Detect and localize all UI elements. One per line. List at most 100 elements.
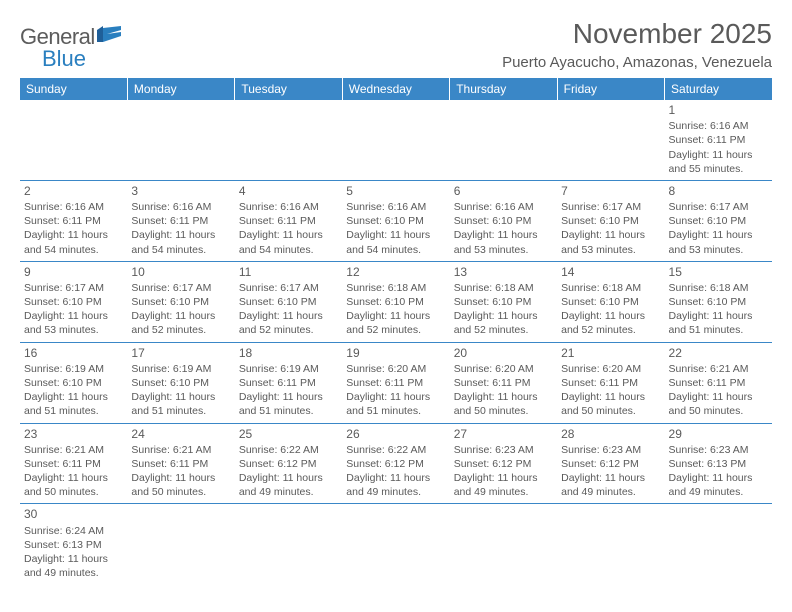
day-number: 28 [561, 426, 660, 442]
day-number: 5 [346, 183, 445, 199]
daylight-text: Daylight: 11 hours and 49 minutes. [454, 471, 553, 499]
daylight-text: Daylight: 11 hours and 50 minutes. [454, 390, 553, 418]
calendar-cell-empty [342, 100, 449, 180]
logo-word-blue: Blue [42, 46, 123, 72]
calendar-cell: 11Sunrise: 6:17 AMSunset: 6:10 PMDayligh… [235, 261, 342, 342]
sunset-text: Sunset: 6:10 PM [131, 376, 230, 390]
calendar-cell: 27Sunrise: 6:23 AMSunset: 6:12 PMDayligh… [450, 423, 557, 504]
calendar-cell: 4Sunrise: 6:16 AMSunset: 6:11 PMDaylight… [235, 180, 342, 261]
daylight-text: Daylight: 11 hours and 53 minutes. [561, 228, 660, 256]
sunset-text: Sunset: 6:10 PM [561, 214, 660, 228]
sunset-text: Sunset: 6:12 PM [561, 457, 660, 471]
sunset-text: Sunset: 6:10 PM [131, 295, 230, 309]
day-number: 18 [239, 345, 338, 361]
sunrise-text: Sunrise: 6:21 AM [24, 443, 123, 457]
daylight-text: Daylight: 11 hours and 51 minutes. [239, 390, 338, 418]
calendar-cell: 24Sunrise: 6:21 AMSunset: 6:11 PMDayligh… [127, 423, 234, 504]
sunset-text: Sunset: 6:10 PM [561, 295, 660, 309]
sunrise-text: Sunrise: 6:16 AM [346, 200, 445, 214]
calendar-cell: 7Sunrise: 6:17 AMSunset: 6:10 PMDaylight… [557, 180, 664, 261]
sunset-text: Sunset: 6:10 PM [239, 295, 338, 309]
sunrise-text: Sunrise: 6:21 AM [131, 443, 230, 457]
day-number: 14 [561, 264, 660, 280]
sunrise-text: Sunrise: 6:21 AM [669, 362, 768, 376]
day-number: 21 [561, 345, 660, 361]
daylight-text: Daylight: 11 hours and 52 minutes. [346, 309, 445, 337]
daylight-text: Daylight: 11 hours and 49 minutes. [669, 471, 768, 499]
daylight-text: Daylight: 11 hours and 49 minutes. [239, 471, 338, 499]
calendar-cell: 15Sunrise: 6:18 AMSunset: 6:10 PMDayligh… [665, 261, 772, 342]
daylight-text: Daylight: 11 hours and 49 minutes. [561, 471, 660, 499]
day-number: 20 [454, 345, 553, 361]
day-number: 30 [24, 506, 123, 522]
sunrise-text: Sunrise: 6:16 AM [24, 200, 123, 214]
sunset-text: Sunset: 6:11 PM [561, 376, 660, 390]
sunrise-text: Sunrise: 6:17 AM [669, 200, 768, 214]
sunrise-text: Sunrise: 6:20 AM [346, 362, 445, 376]
sunset-text: Sunset: 6:11 PM [131, 214, 230, 228]
sunrise-text: Sunrise: 6:23 AM [454, 443, 553, 457]
sunset-text: Sunset: 6:13 PM [24, 538, 123, 552]
sunrise-text: Sunrise: 6:24 AM [24, 524, 123, 538]
calendar-cell: 25Sunrise: 6:22 AMSunset: 6:12 PMDayligh… [235, 423, 342, 504]
daylight-text: Daylight: 11 hours and 51 minutes. [24, 390, 123, 418]
sunrise-text: Sunrise: 6:16 AM [454, 200, 553, 214]
calendar-cell-empty [235, 100, 342, 180]
day-number: 15 [669, 264, 768, 280]
daylight-text: Daylight: 11 hours and 49 minutes. [24, 552, 123, 580]
sunrise-text: Sunrise: 6:17 AM [561, 200, 660, 214]
daylight-text: Daylight: 11 hours and 51 minutes. [131, 390, 230, 418]
day-number: 3 [131, 183, 230, 199]
calendar-cell: 17Sunrise: 6:19 AMSunset: 6:10 PMDayligh… [127, 342, 234, 423]
day-number: 6 [454, 183, 553, 199]
sunset-text: Sunset: 6:10 PM [454, 214, 553, 228]
day-number: 17 [131, 345, 230, 361]
calendar-page: General Blue November 2025 Puerto Ayacuc… [0, 0, 792, 602]
calendar-cell: 23Sunrise: 6:21 AMSunset: 6:11 PMDayligh… [20, 423, 127, 504]
calendar-row: 2Sunrise: 6:16 AMSunset: 6:11 PMDaylight… [20, 180, 772, 261]
sunrise-text: Sunrise: 6:16 AM [669, 119, 768, 133]
calendar-cell-empty [20, 100, 127, 180]
day-number: 29 [669, 426, 768, 442]
weekday-header: Saturday [665, 78, 772, 100]
calendar-cell: 9Sunrise: 6:17 AMSunset: 6:10 PMDaylight… [20, 261, 127, 342]
daylight-text: Daylight: 11 hours and 53 minutes. [454, 228, 553, 256]
daylight-text: Daylight: 11 hours and 53 minutes. [24, 309, 123, 337]
day-number: 19 [346, 345, 445, 361]
sunset-text: Sunset: 6:10 PM [346, 214, 445, 228]
calendar-cell-empty [127, 504, 234, 584]
calendar-cell: 1Sunrise: 6:16 AMSunset: 6:11 PMDaylight… [665, 100, 772, 180]
sunset-text: Sunset: 6:11 PM [24, 457, 123, 471]
sunrise-text: Sunrise: 6:23 AM [669, 443, 768, 457]
sunrise-text: Sunrise: 6:20 AM [561, 362, 660, 376]
day-number: 7 [561, 183, 660, 199]
sunrise-text: Sunrise: 6:17 AM [239, 281, 338, 295]
calendar-cell-empty [557, 100, 664, 180]
day-number: 22 [669, 345, 768, 361]
day-number: 25 [239, 426, 338, 442]
calendar-cell: 10Sunrise: 6:17 AMSunset: 6:10 PMDayligh… [127, 261, 234, 342]
sunrise-text: Sunrise: 6:17 AM [24, 281, 123, 295]
day-number: 13 [454, 264, 553, 280]
sunset-text: Sunset: 6:10 PM [454, 295, 553, 309]
sunset-text: Sunset: 6:11 PM [454, 376, 553, 390]
sunset-text: Sunset: 6:10 PM [24, 295, 123, 309]
day-number: 12 [346, 264, 445, 280]
sunset-text: Sunset: 6:10 PM [346, 295, 445, 309]
sunrise-text: Sunrise: 6:22 AM [239, 443, 338, 457]
calendar-cell: 5Sunrise: 6:16 AMSunset: 6:10 PMDaylight… [342, 180, 449, 261]
calendar-cell: 13Sunrise: 6:18 AMSunset: 6:10 PMDayligh… [450, 261, 557, 342]
calendar-cell-empty [665, 504, 772, 584]
daylight-text: Daylight: 11 hours and 54 minutes. [24, 228, 123, 256]
page-title: November 2025 [502, 18, 772, 50]
sunrise-text: Sunrise: 6:18 AM [346, 281, 445, 295]
sunset-text: Sunset: 6:11 PM [239, 214, 338, 228]
calendar-cell-empty [557, 504, 664, 584]
sunset-text: Sunset: 6:11 PM [239, 376, 338, 390]
calendar-cell: 21Sunrise: 6:20 AMSunset: 6:11 PMDayligh… [557, 342, 664, 423]
daylight-text: Daylight: 11 hours and 50 minutes. [24, 471, 123, 499]
calendar-row: 9Sunrise: 6:17 AMSunset: 6:10 PMDaylight… [20, 261, 772, 342]
weekday-header: Sunday [20, 78, 127, 100]
day-number: 1 [669, 102, 768, 118]
daylight-text: Daylight: 11 hours and 55 minutes. [669, 148, 768, 176]
